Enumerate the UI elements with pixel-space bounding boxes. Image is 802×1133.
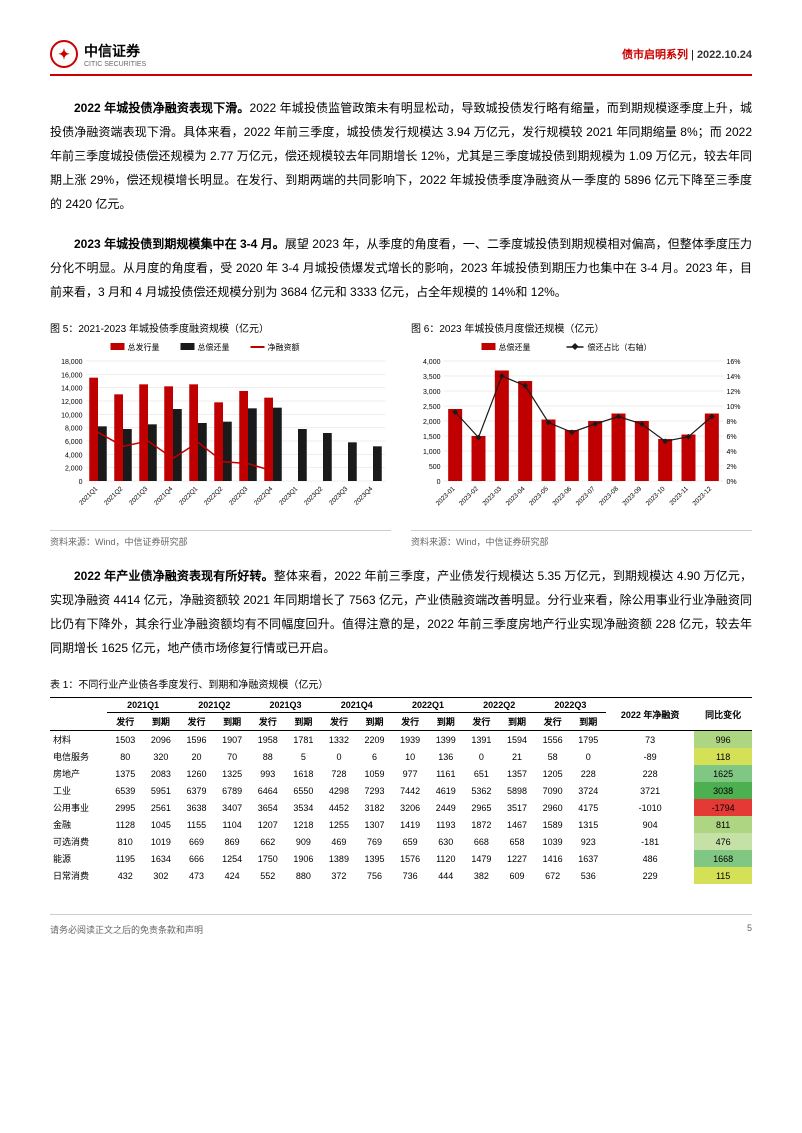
- svg-text:500: 500: [429, 464, 441, 471]
- header-meta: 债市启明系列 | 2022.10.24: [622, 46, 752, 62]
- series-name: 债市启明系列: [622, 49, 688, 61]
- svg-text:0: 0: [79, 479, 83, 486]
- svg-text:2022Q4: 2022Q4: [253, 485, 275, 507]
- table-row: 能源11951634666125417501906138913951576112…: [50, 850, 752, 867]
- svg-text:4%: 4%: [727, 449, 737, 456]
- table-row: 房地产1375208312601325993161872810599771161…: [50, 765, 752, 782]
- svg-text:总偿还量: 总偿还量: [198, 342, 230, 352]
- chart5-svg: 总发行量 总偿还量 净融资额 0 2,000 4,000 6,000 8,000 10,000 1…: [50, 341, 391, 521]
- svg-text:2023-09: 2023-09: [621, 485, 643, 507]
- svg-text:1,000: 1,000: [423, 449, 441, 456]
- paragraph-2: 2023 年城投债到期规模集中在 3-4 月。展望 2023 年，从季度的角度看…: [50, 232, 752, 304]
- chart6-svg: 总偿还量 偿还占比（右轴） 0 500 1,000 1,500 2,000 2,500 3,00…: [411, 341, 752, 521]
- svg-text:8,000: 8,000: [65, 426, 83, 433]
- page-number: 5: [747, 923, 752, 936]
- svg-text:2022Q3: 2022Q3: [228, 485, 250, 507]
- svg-text:2023-11: 2023-11: [668, 485, 690, 507]
- svg-text:2023-02: 2023-02: [458, 485, 480, 507]
- table-row: 金融11281045115511041207121812551307141911…: [50, 816, 752, 833]
- svg-text:14%: 14%: [727, 374, 741, 381]
- svg-text:12,000: 12,000: [61, 399, 83, 406]
- table-row: 电信服务8032020708850610136021580-89118: [50, 748, 752, 765]
- logo: ✦ 中信证券 CITIC SECURITIES: [50, 40, 146, 68]
- svg-text:10%: 10%: [727, 404, 741, 411]
- paragraph-1: 2022 年城投债净融资表现下滑。2022 年城投债监管政策未有明显松动，导致城…: [50, 96, 752, 216]
- svg-text:2,000: 2,000: [65, 466, 83, 473]
- chart5-source: 资料来源：Wind，中信证券研究部: [50, 530, 391, 548]
- svg-text:6%: 6%: [727, 434, 737, 441]
- chart-6: 图 6：2023 年城投债月度偿还规模（亿元） 总偿还量 偿还占比（右轴） 0 500…: [411, 320, 752, 548]
- table-row: 公用事业299525613638340736543534445231823206…: [50, 799, 752, 816]
- svg-text:0: 0: [437, 479, 441, 486]
- svg-text:2023Q1: 2023Q1: [278, 485, 300, 507]
- svg-text:2023-08: 2023-08: [598, 485, 620, 507]
- svg-text:8%: 8%: [727, 419, 737, 426]
- industry-table: 2021Q12021Q22021Q32021Q42022Q12022Q22022…: [50, 697, 752, 884]
- svg-text:2021Q4: 2021Q4: [153, 485, 175, 507]
- svg-text:1,500: 1,500: [423, 434, 441, 441]
- svg-text:2023Q3: 2023Q3: [328, 485, 350, 507]
- svg-text:2,500: 2,500: [423, 404, 441, 411]
- svg-text:2023-12: 2023-12: [691, 485, 713, 507]
- svg-text:2023-07: 2023-07: [575, 485, 597, 507]
- svg-text:6,000: 6,000: [65, 439, 83, 446]
- svg-text:3,000: 3,000: [423, 389, 441, 396]
- svg-text:2022Q1: 2022Q1: [178, 485, 200, 507]
- svg-text:2023-03: 2023-03: [481, 485, 503, 507]
- svg-text:10,000: 10,000: [61, 412, 83, 419]
- svg-text:2023-04: 2023-04: [505, 485, 527, 507]
- svg-text:2023-06: 2023-06: [551, 485, 573, 507]
- table-row: 可选消费810101966986966290946976965963066865…: [50, 833, 752, 850]
- svg-text:16,000: 16,000: [61, 372, 83, 379]
- table-row: 工业65395951637967896464655042987293744246…: [50, 782, 752, 799]
- svg-text:2023-05: 2023-05: [528, 485, 550, 507]
- chart6-source: 资料来源：Wind，中信证券研究部: [411, 530, 752, 548]
- chart5-title: 图 5：2021-2023 年城投债季度融资规模（亿元）: [50, 320, 391, 335]
- disclaimer: 请务必阅读正文之后的免责条款和声明: [50, 923, 203, 936]
- svg-text:2023-10: 2023-10: [645, 485, 667, 507]
- svg-text:2%: 2%: [727, 464, 737, 471]
- svg-text:4,000: 4,000: [423, 359, 441, 366]
- table-row: 材料15032096159619071958178113322209193913…: [50, 731, 752, 749]
- svg-text:12%: 12%: [727, 389, 741, 396]
- svg-text:总发行量: 总发行量: [128, 342, 160, 352]
- svg-text:18,000: 18,000: [61, 359, 83, 366]
- svg-text:14,000: 14,000: [61, 386, 83, 393]
- report-date: 2022.10.24: [697, 49, 752, 61]
- svg-text:2023Q4: 2023Q4: [353, 485, 375, 507]
- svg-text:2023-01: 2023-01: [435, 485, 457, 507]
- svg-text:2,000: 2,000: [423, 419, 441, 426]
- chart-5: 图 5：2021-2023 年城投债季度融资规模（亿元） 总发行量 总偿还量 净融资…: [50, 320, 391, 548]
- chart6-title: 图 6：2023 年城投债月度偿还规模（亿元）: [411, 320, 752, 335]
- svg-text:总偿还量: 总偿还量: [499, 342, 531, 352]
- table-title: 表 1：不同行业产业债各季度发行、到期和净融资规模（亿元）: [50, 676, 752, 691]
- svg-text:偿还占比（右轴）: 偿还占比（右轴）: [588, 342, 652, 352]
- paragraph-3: 2022 年产业债净融资表现有所好转。整体来看，2022 年前三季度，产业债发行…: [50, 564, 752, 660]
- page-footer: 请务必阅读正文之后的免责条款和声明 5: [50, 914, 752, 936]
- table-row: 日常消费432302473424552880372756736444382609…: [50, 867, 752, 884]
- svg-text:净融资额: 净融资额: [268, 342, 300, 352]
- logo-en: CITIC SECURITIES: [84, 61, 146, 68]
- page-header: ✦ 中信证券 CITIC SECURITIES 债市启明系列 | 2022.10…: [50, 40, 752, 76]
- svg-text:2023Q2: 2023Q2: [303, 485, 325, 507]
- logo-icon: ✦: [50, 40, 78, 68]
- svg-text:2021Q3: 2021Q3: [128, 485, 150, 507]
- logo-cn: 中信证券: [84, 41, 146, 61]
- svg-text:2022Q2: 2022Q2: [203, 485, 225, 507]
- svg-text:16%: 16%: [727, 359, 741, 366]
- svg-text:2021Q2: 2021Q2: [103, 485, 125, 507]
- svg-text:3,500: 3,500: [423, 374, 441, 381]
- svg-text:0%: 0%: [727, 479, 737, 486]
- svg-text:4,000: 4,000: [65, 452, 83, 459]
- svg-text:2021Q1: 2021Q1: [78, 485, 100, 507]
